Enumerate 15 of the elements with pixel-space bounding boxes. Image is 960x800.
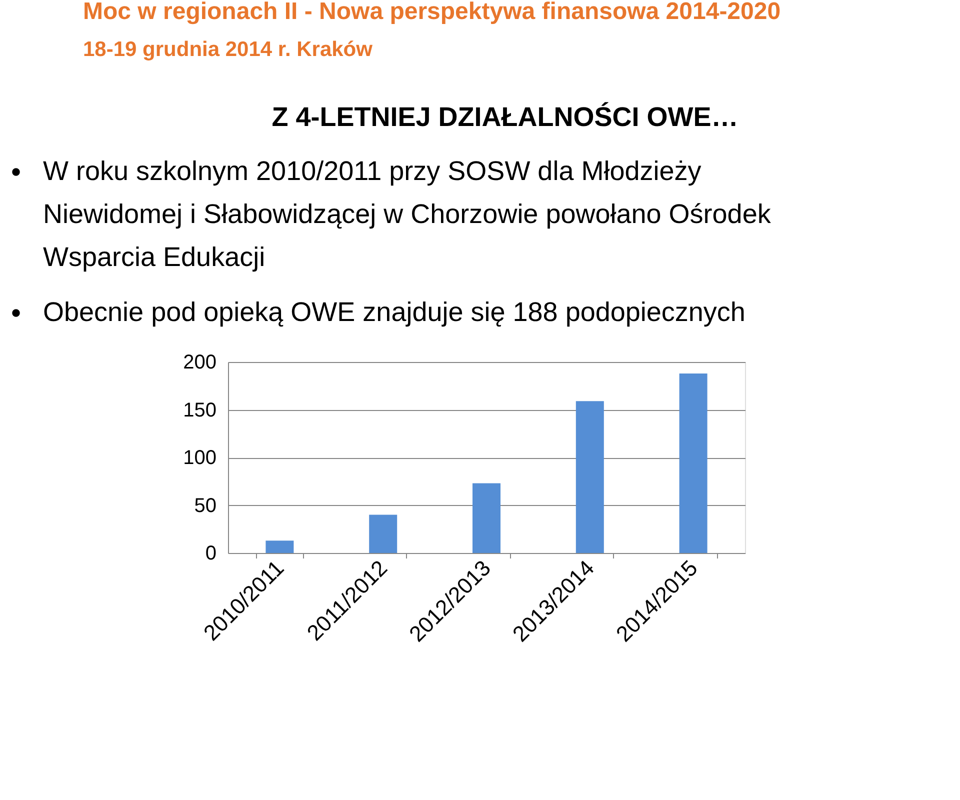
chart-title: Z 4-LETNIEJ DZIAŁALNOŚCI OWE… bbox=[272, 102, 738, 132]
y-tick-label: 0 bbox=[205, 542, 216, 564]
text: Obecnie pod opieką OWE znajduje się 188 podopiecznych bbox=[43, 297, 746, 327]
bar bbox=[266, 540, 294, 553]
text: Moc w regionach II - Nowa perspektywa finansowa 2014-2020 bbox=[83, 0, 781, 25]
text: 18-19 grudnia 2014 r. Kraków bbox=[83, 38, 374, 61]
bar bbox=[576, 401, 604, 553]
y-tick-label: 150 bbox=[183, 399, 216, 422]
bar bbox=[679, 373, 708, 553]
y-tick-label: 50 bbox=[194, 494, 216, 517]
text: W roku szkolnym 2010/2011 przy SOSW dla Młodzieży Niewidomej i Słabowidzącej w Chorzowie powołano Ośrodek Wsparcia Edukacji bbox=[43, 156, 772, 272]
bar bbox=[369, 514, 398, 553]
y-tick-label: 200 bbox=[183, 352, 216, 374]
bar bbox=[472, 483, 500, 553]
y-tick-label: 100 bbox=[183, 447, 216, 469]
